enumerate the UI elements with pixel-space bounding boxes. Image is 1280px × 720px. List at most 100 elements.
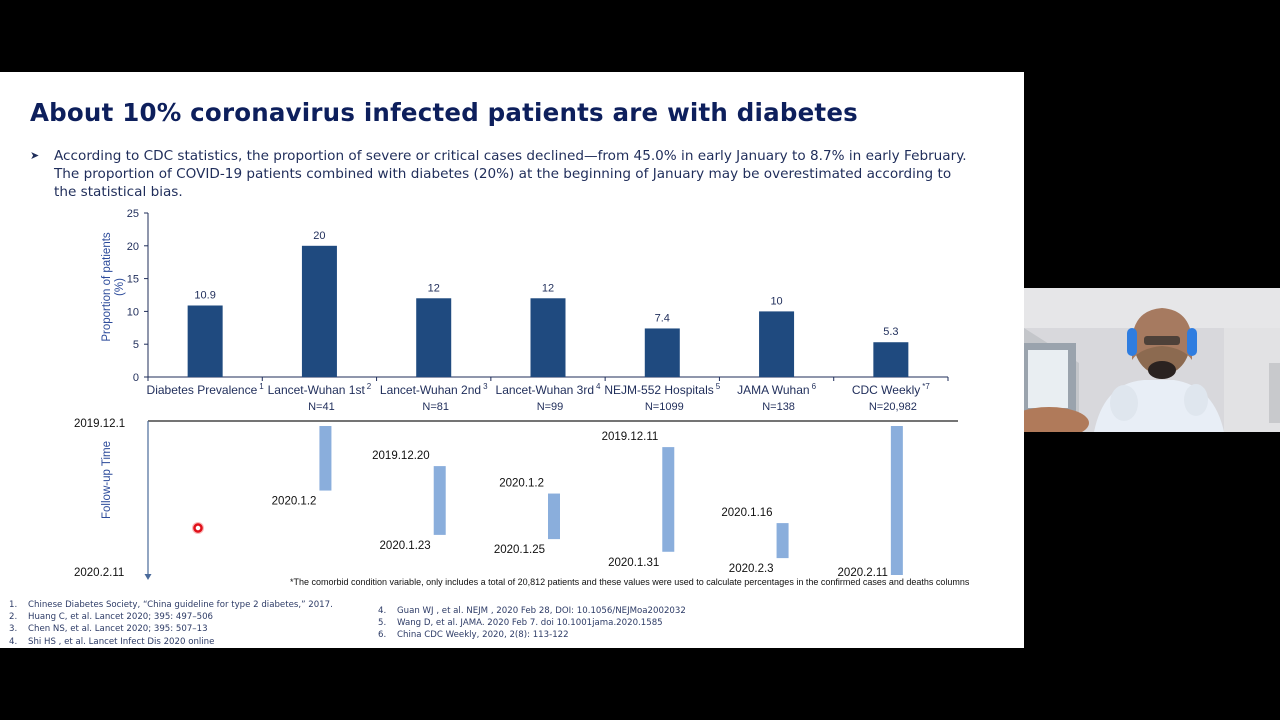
category-n-label: N=99 xyxy=(537,401,564,413)
y-tick-label: 15 xyxy=(127,274,139,286)
reference-item: 6. China CDC Weekly, 2020, 2(8): 113-122 xyxy=(378,629,686,641)
category-label: Diabetes Prevalence 1 xyxy=(147,382,265,397)
timeline-interval-bar xyxy=(776,523,789,559)
references-right: 4. Guan WJ , et al. NEJM , 2020 Feb 28, D… xyxy=(378,605,686,642)
webcam-video-feed xyxy=(1024,288,1280,432)
timeline-interval-bar xyxy=(662,447,675,552)
timeline-interval-bar xyxy=(548,493,560,540)
bar xyxy=(530,298,566,377)
reference-text: China CDC Weekly, 2020, 2(8): 113-122 xyxy=(397,630,569,641)
bar-chart-bars xyxy=(187,245,909,377)
category-n-label: N=138 xyxy=(762,401,795,413)
y-tick-label: 25 xyxy=(127,208,139,220)
pointer-cursor-icon xyxy=(192,522,204,534)
reference-number: 4. xyxy=(9,636,18,647)
footnote: *The comorbid condition variable, only i… xyxy=(290,577,970,587)
reference-text: Guan WJ , et al. NEJM , 2020 Feb 28, DOI… xyxy=(397,606,686,616)
timeline-arrow-icon xyxy=(144,574,152,580)
webcam-presenter-image xyxy=(1024,288,1280,432)
bar xyxy=(187,305,223,377)
interval-start-label: 2019.12.20 xyxy=(372,450,430,462)
timeline-axis-label: Follow-up Time xyxy=(101,441,113,519)
bar xyxy=(873,342,909,377)
reference-text: Wang D, et al. JAMA. 2020 Feb 7. doi 10.… xyxy=(397,618,663,629)
interval-end-label: 2020.2.3 xyxy=(729,563,774,575)
bar xyxy=(301,245,337,377)
category-n-label: N=20,982 xyxy=(869,401,917,413)
category-superscript: 3 xyxy=(483,382,488,391)
category-label: Lancet-Wuhan 2nd 3 xyxy=(380,382,488,397)
category-n-label: N=41 xyxy=(308,401,335,413)
timeline-start-label: 2019.12.1 xyxy=(74,418,125,430)
reference-number: 1. xyxy=(9,600,18,610)
reference-number: 2. xyxy=(9,612,18,623)
interval-end-label: 2020.1.31 xyxy=(608,557,659,569)
reference-item: 5. Wang D, et al. JAMA. 2020 Feb 7. doi 1… xyxy=(378,617,686,629)
bar xyxy=(644,328,680,377)
interval-start-label: 2020.1.2 xyxy=(499,478,544,490)
reference-number: 3. xyxy=(9,624,18,635)
category-n-label: N=81 xyxy=(422,401,449,413)
interval-start-label: 2020.1.16 xyxy=(721,507,772,519)
category-label: Lancet-Wuhan 3rd 4 xyxy=(496,382,602,397)
bar-value-label: 12 xyxy=(428,282,440,294)
references-left: 1. Chinese Diabetes Society, “China guide… xyxy=(9,599,333,648)
category-name: JAMA Wuhan xyxy=(737,383,809,397)
interval-end-label: 2020.1.25 xyxy=(494,544,545,556)
reference-number: 5. xyxy=(378,618,387,629)
reference-item: 2. Huang C, et al. Lancet 2020; 395: 497–… xyxy=(9,611,333,623)
category-name: Lancet-Wuhan 2nd xyxy=(380,383,481,397)
timeline-interval-bar xyxy=(890,426,903,575)
category-label: CDC Weekly *7 xyxy=(852,382,931,397)
reference-text: Shi HS , et al. Lancet Infect Dis 2020 o… xyxy=(28,636,215,647)
reference-item: 1. Chinese Diabetes Society, “China guide… xyxy=(9,599,333,611)
timeline-interval-bar xyxy=(319,426,332,491)
category-label: Lancet-Wuhan 1st 2 xyxy=(268,382,372,397)
reference-number: 4. xyxy=(378,606,387,616)
category-superscript: 5 xyxy=(716,382,721,391)
bar-value-label: 5.3 xyxy=(883,326,898,338)
category-superscript: 1 xyxy=(259,382,264,391)
arrow-bullet-icon: ➤ xyxy=(30,149,40,162)
reference-text: Huang C, et al. Lancet 2020; 395: 497–50… xyxy=(28,612,214,623)
category-name: Lancet-Wuhan 1st xyxy=(268,383,366,397)
reference-text: Chinese Diabetes Society, “China guideli… xyxy=(28,600,333,610)
slide-title: About 10% coronavirus infected patients … xyxy=(30,98,858,127)
bar-value-label: 10.9 xyxy=(194,289,215,301)
timeline-interval-bar xyxy=(433,466,446,535)
bullet-text: According to CDC statistics, the proport… xyxy=(54,148,967,200)
category-label: JAMA Wuhan 6 xyxy=(737,382,816,397)
y-tick-label: 0 xyxy=(133,372,139,384)
interval-start-label: 2019.12.11 xyxy=(602,431,659,443)
category-name: NEJM-552 Hospitals xyxy=(604,383,713,397)
bar-value-label: 12 xyxy=(542,282,554,294)
category-name: Diabetes Prevalence xyxy=(147,383,258,397)
category-superscript: 4 xyxy=(596,382,601,391)
timeline-bars: 2020.1.2 2019.12.20 2020.1.23 2020.1.2 2020.… xyxy=(272,426,903,579)
y-tick-label: 20 xyxy=(127,241,139,253)
reference-item: 4. Shi HS , et al. Lancet Infect Dis 2020… xyxy=(9,636,333,648)
y-tick-label: 10 xyxy=(127,306,139,318)
category-superscript: 2 xyxy=(367,382,372,391)
bar-chart-labels: 10.9 Diabetes Prevalence 1 20 Lancet-Wuhan 1… xyxy=(147,230,931,413)
category-label: NEJM-552 Hospitals 5 xyxy=(604,382,720,397)
interval-end-label: 2020.1.23 xyxy=(380,540,431,552)
reference-text: Chen NS, et al. Lancet 2020; 395: 507–13 xyxy=(28,624,208,635)
bar xyxy=(416,298,452,377)
category-name: CDC Weekly xyxy=(852,383,920,397)
category-name: Lancet-Wuhan 3rd xyxy=(496,383,595,397)
y-axis-label: Proportion of patients(%) xyxy=(101,232,126,342)
presentation-slide: About 10% coronavirus infected patients … xyxy=(0,72,1024,648)
interval-end-label: 2020.1.2 xyxy=(272,496,317,508)
y-tick-label: 5 xyxy=(133,339,139,351)
bar-value-label: 20 xyxy=(313,230,325,242)
reference-item: 4. Guan WJ , et al. NEJM , 2020 Feb 28, D… xyxy=(378,605,686,617)
category-superscript: 6 xyxy=(812,382,817,391)
interval-end-label: 2020.2.11 xyxy=(838,567,888,579)
bar xyxy=(759,311,795,377)
reference-number: 6. xyxy=(378,630,387,641)
bar-value-label: 10 xyxy=(770,295,782,307)
timeline-end-label: 2020.2.11 xyxy=(74,567,124,579)
